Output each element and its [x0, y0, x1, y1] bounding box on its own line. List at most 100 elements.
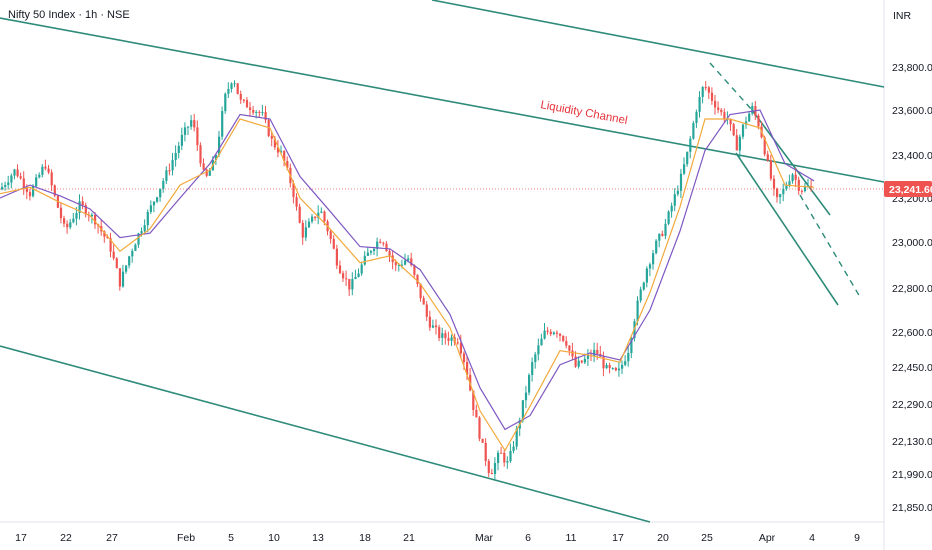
channel-lower-line[interactable] — [0, 345, 651, 523]
candle-body — [10, 175, 13, 183]
candle-body — [751, 106, 754, 114]
candle-body — [187, 126, 190, 128]
time-axis[interactable]: 17 22 27 Feb 5 10 13 18 21 Mar 6 11 17 20 25 Apr 4 9 — [15, 532, 860, 544]
candle-body — [295, 197, 298, 207]
candle-body — [642, 282, 645, 290]
candle-body — [258, 111, 261, 113]
time-tick-label: 6 — [525, 532, 531, 544]
price-axis[interactable]: 23,800.0023,600.0023,400.0023,200.0023,0… — [892, 62, 932, 514]
candle-body — [270, 136, 273, 139]
candle-body — [794, 174, 797, 180]
candle-body — [605, 365, 608, 369]
candle-body — [112, 251, 115, 259]
candle-body — [500, 452, 503, 454]
candle-body — [264, 112, 267, 120]
candle-body — [723, 112, 726, 119]
candle-body — [757, 115, 760, 127]
candle-body — [583, 358, 586, 363]
candle-body — [143, 225, 146, 232]
candle-body — [177, 145, 180, 153]
candle-body — [797, 179, 800, 191]
candle-body — [4, 185, 7, 187]
candle-body — [639, 289, 642, 301]
candle-body — [648, 264, 652, 269]
time-tick-label: 13 — [312, 532, 324, 544]
candle-body — [698, 96, 701, 112]
candle-body — [140, 231, 143, 234]
currency-label[interactable]: INR — [893, 10, 912, 22]
candle-body — [369, 250, 373, 253]
candle-body — [134, 244, 137, 251]
candle-body — [667, 211, 670, 224]
falling-channel-top[interactable] — [751, 109, 831, 216]
candle-body — [692, 123, 695, 139]
falling-channel-bottom[interactable] — [735, 152, 839, 306]
candle-body — [543, 330, 546, 339]
candle-body — [655, 240, 658, 254]
candle-body — [586, 354, 590, 359]
candle-body — [276, 147, 280, 153]
symbol-title[interactable]: Nifty 50 Index · 1h · NSE — [8, 9, 130, 21]
candle-body — [608, 365, 611, 369]
candle-body — [320, 211, 323, 213]
candle-body — [224, 93, 227, 112]
candle-body — [732, 124, 735, 136]
candle-body — [506, 461, 509, 463]
candle-body — [714, 100, 717, 108]
candle-body — [59, 207, 63, 219]
candle-body — [50, 172, 53, 186]
candle-body — [137, 233, 140, 245]
candle-body — [636, 300, 639, 322]
projection-dashed-lower[interactable] — [799, 194, 861, 298]
candle-body — [208, 170, 211, 176]
candle-body — [121, 271, 125, 287]
candle-body — [75, 212, 78, 219]
candle-body — [205, 169, 208, 176]
candle-body — [803, 186, 807, 192]
candle-body — [413, 265, 416, 275]
candle-body — [44, 166, 47, 169]
candle-body — [462, 353, 466, 363]
candle-body — [512, 446, 515, 451]
candle-body — [559, 333, 562, 336]
candle-body — [304, 227, 307, 238]
candle-body — [183, 127, 187, 135]
candle-body — [227, 88, 230, 94]
candle-body — [32, 186, 35, 197]
candle-body — [438, 327, 441, 338]
candle-body — [7, 182, 10, 186]
candle-body — [410, 258, 413, 266]
candle-body — [422, 298, 425, 305]
candle-body — [552, 332, 555, 335]
candle-body — [180, 134, 183, 146]
candle-body — [630, 337, 633, 354]
candle-body — [490, 472, 493, 475]
candle-body — [661, 233, 664, 236]
candle-body — [521, 400, 524, 421]
candle-body — [360, 264, 363, 274]
candle-body — [763, 137, 766, 155]
candle-body — [311, 216, 314, 222]
candle-body — [118, 268, 121, 287]
candle-body — [81, 201, 84, 206]
candle-body — [658, 233, 661, 241]
trend-channel[interactable] — [0, 0, 885, 523]
candle-body — [776, 188, 779, 198]
candle-body — [69, 222, 72, 228]
candle-body — [487, 461, 490, 473]
candle-body — [174, 152, 177, 160]
candle-body — [190, 120, 193, 127]
candle-body — [165, 170, 168, 181]
time-tick-label: 4 — [809, 532, 815, 544]
candle-body — [249, 107, 252, 110]
candle-body — [125, 265, 128, 272]
candle-body — [484, 442, 487, 462]
candle-body — [115, 258, 118, 269]
candle-body — [779, 194, 782, 198]
candle-body — [348, 278, 351, 290]
time-tick-label: 20 — [657, 532, 669, 544]
time-tick-label: 18 — [359, 532, 371, 544]
channel-upper-line[interactable] — [431, 0, 885, 88]
candle-body — [568, 345, 571, 351]
